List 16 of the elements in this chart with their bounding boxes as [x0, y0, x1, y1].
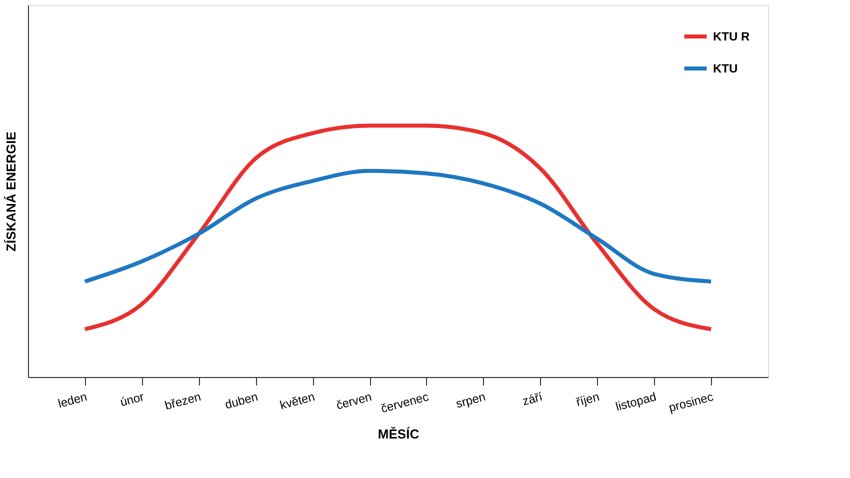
legend-label: KTU R	[713, 30, 750, 44]
x-tick-label: listopad	[614, 390, 658, 414]
legend-label: KTU	[713, 62, 738, 76]
x-tick-label: leden	[56, 390, 89, 411]
x-tick-label: květen	[278, 390, 316, 412]
x-tick-label: březen	[163, 390, 202, 413]
x-tick-label: srpen	[454, 390, 487, 411]
y-axis-title: ZÍSKANÁ ENERGIE	[4, 131, 18, 252]
x-tick-label: únor	[118, 390, 146, 410]
x-tick-label: červen	[334, 390, 374, 412]
x-tick-label: prosinec	[667, 390, 715, 415]
x-tick-label: červenec	[379, 390, 430, 416]
x-tick-label: říjen	[574, 390, 601, 410]
x-axis-title: MĚSÍC	[378, 426, 420, 442]
x-tick-label: září	[520, 389, 545, 408]
x-tick-label: duben	[223, 390, 260, 412]
